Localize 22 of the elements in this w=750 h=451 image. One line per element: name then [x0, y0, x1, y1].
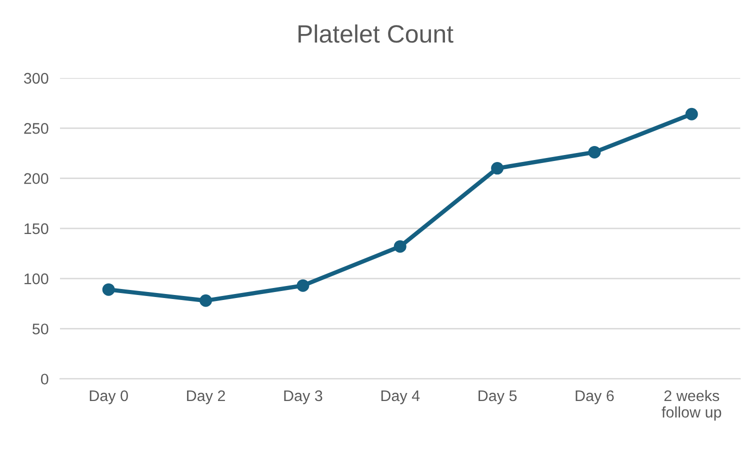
x-tick-label: Day 3: [284, 390, 322, 404]
point: [491, 162, 504, 175]
point: [296, 279, 310, 292]
point: [394, 240, 406, 253]
y-tick-label: 200: [24, 173, 48, 184]
y-tick-label: 50: [32, 324, 48, 334]
x-tick-label: Day 4: [381, 390, 420, 404]
y-tick-label: 100: [24, 273, 48, 284]
y-tick-label: 150: [24, 223, 48, 234]
x-tick-label: Day 2: [187, 390, 225, 404]
x-tick-label: 2 weeks follow up: [662, 390, 722, 421]
point: [685, 108, 698, 120]
y-tick-label: 300: [24, 72, 48, 84]
x-tick-label: Day 5: [478, 390, 517, 404]
x-tick-label: Day 0: [90, 390, 128, 404]
x-tick-label: Day 6: [576, 390, 614, 404]
y-tick-label: 0: [40, 374, 48, 385]
point: [200, 294, 212, 307]
y-tick-label: 250: [24, 123, 48, 134]
point: [588, 146, 601, 158]
chart-title: Platelet Count: [298, 24, 454, 43]
point: [102, 283, 115, 296]
